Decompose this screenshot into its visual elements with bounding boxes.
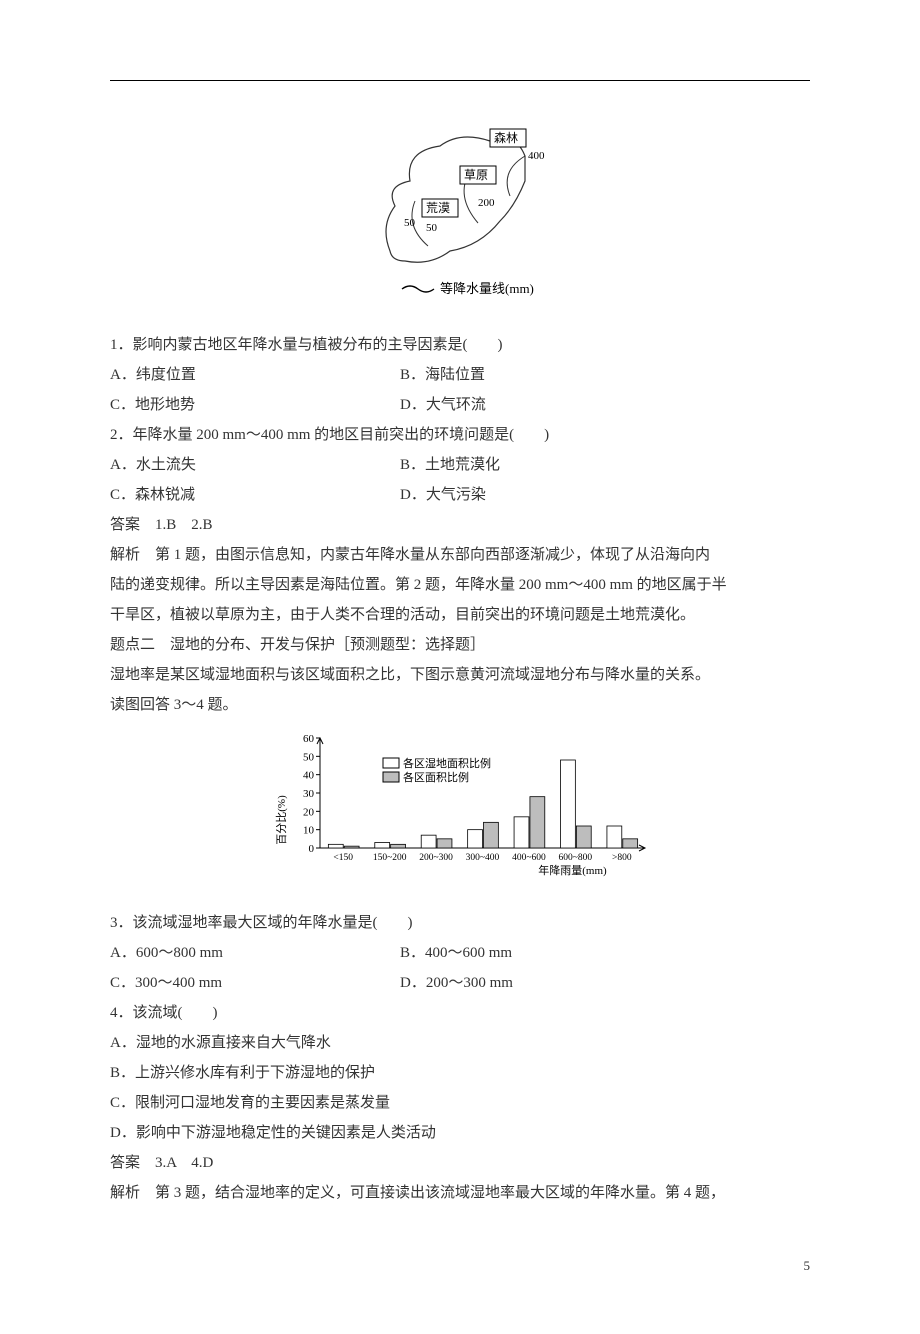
svg-text:300~400: 300~400: [466, 853, 500, 863]
q1-stem: 1．影响内蒙古地区年降水量与植被分布的主导因素是( ): [110, 330, 810, 360]
q4-opt-d: D．影响中下游湿地稳定性的关键因素是人类活动: [110, 1118, 810, 1148]
svg-text:10: 10: [303, 825, 315, 837]
svg-text:30: 30: [303, 788, 315, 800]
explain12-l1: 解析 第 1 题，由图示信息知，内蒙古年降水量从东部向西部逐渐减少，体现了从沿海…: [110, 540, 810, 570]
svg-text:0: 0: [309, 843, 315, 855]
q1-row-cd: C．地形地势 D．大气环流: [110, 390, 810, 420]
q1-opt-a: A．纬度位置: [110, 360, 400, 390]
q3-opt-b: B．400～600 mm: [400, 938, 810, 968]
legend-swatch: [402, 286, 434, 292]
topic2-title: 题点二 湿地的分布、开发与保护［预测题型：选择题］: [110, 630, 810, 660]
topic2-lead-l2: 读图回答 3～4 题。: [110, 690, 810, 720]
q4-opt-b: B．上游兴修水库有利于下游湿地的保护: [110, 1058, 810, 1088]
q3-stem: 3．该流域湿地率最大区域的年降水量是( ): [110, 908, 810, 938]
isohyet-50-label1: 50: [404, 217, 416, 229]
grassland-label: 草原: [464, 168, 488, 182]
map-legend-text: 等降水量线(mm): [440, 281, 534, 296]
q1-row-ab: A．纬度位置 B．海陆位置: [110, 360, 810, 390]
svg-text:200~300: 200~300: [419, 853, 453, 863]
explain12-l2: 陆的递变规律。所以主导因素是海陆位置。第 2 题，年降水量 200 mm～400…: [110, 570, 810, 600]
svg-text:年降雨量(mm): 年降雨量(mm): [538, 863, 607, 877]
isohyet-400: [507, 156, 525, 196]
isohyet-50-label2: 50: [426, 222, 438, 234]
answer-12: 答案 1.B 2.B: [110, 510, 810, 540]
q1-opt-d: D．大气环流: [400, 390, 810, 420]
q2-opt-a: A．水土流失: [110, 450, 400, 480]
svg-text:各区湿地面积比例: 各区湿地面积比例: [403, 756, 491, 770]
q2-row-ab: A．水土流失 B．土地荒漠化: [110, 450, 810, 480]
q3-row-cd: C．300～400 mm D．200～300 mm: [110, 968, 810, 998]
svg-text:60: 60: [303, 733, 315, 745]
svg-text:50: 50: [303, 751, 315, 763]
explain12-l3: 干旱区，植被以草原为主，由于人类不合理的活动，目前突出的环境问题是土地荒漠化。: [110, 600, 810, 630]
q3-row-ab: A．600～800 mm B．400～600 mm: [110, 938, 810, 968]
q4-opt-a: A．湿地的水源直接来自大气降水: [110, 1028, 810, 1058]
explain34: 解析 第 3 题，结合湿地率的定义，可直接读出该流域湿地率最大区域的年降水量。第…: [110, 1178, 810, 1208]
desert-label: 荒漠: [426, 201, 450, 215]
inner-mongolia-map: 400 200 50 50 森林 草原 荒漠 等降水量线(mm): [110, 111, 810, 306]
svg-text:<150: <150: [333, 853, 353, 863]
q2-opt-d: D．大气污染: [400, 480, 810, 510]
q1-opt-b: B．海陆位置: [400, 360, 810, 390]
svg-text:百分比(%): 百分比(%): [275, 795, 288, 845]
svg-text:150~200: 150~200: [373, 853, 407, 863]
svg-text:400~600: 400~600: [512, 853, 546, 863]
isohyet-400-label: 400: [528, 150, 545, 162]
isohyet-200-label: 200: [478, 197, 495, 209]
q4-stem: 4．该流域( ): [110, 998, 810, 1028]
svg-text:600~800: 600~800: [559, 853, 593, 863]
q1-opt-c: C．地形地势: [110, 390, 400, 420]
header-rule: [110, 80, 810, 81]
q2-opt-b: B．土地荒漠化: [400, 450, 810, 480]
svg-text:各区面积比例: 各区面积比例: [403, 770, 469, 784]
svg-text:40: 40: [303, 770, 315, 782]
wetland-chart: 0 10 20 30 40 50 60 百分比(%) <150 150~200 200~300 300…: [110, 730, 810, 890]
q3-opt-d: D．200～300 mm: [400, 968, 810, 998]
topic2-lead-l1: 湿地率是某区域湿地面积与该区域面积之比，下图示意黄河流域湿地分布与降水量的关系。: [110, 660, 810, 690]
page-number: 5: [110, 1258, 810, 1274]
q2-stem: 2．年降水量 200 mm～400 mm 的地区目前突出的环境问题是( ): [110, 420, 810, 450]
q2-row-cd: C．森林锐减 D．大气污染: [110, 480, 810, 510]
svg-text:20: 20: [303, 806, 315, 818]
q2-opt-c: C．森林锐减: [110, 480, 400, 510]
q4-opt-c: C．限制河口湿地发育的主要因素是蒸发量: [110, 1088, 810, 1118]
forest-label: 森林: [494, 130, 518, 145]
q3-opt-a: A．600～800 mm: [110, 938, 400, 968]
svg-text:>800: >800: [612, 853, 632, 863]
answer-34: 答案 3.A 4.D: [110, 1148, 810, 1178]
q3-opt-c: C．300～400 mm: [110, 968, 400, 998]
